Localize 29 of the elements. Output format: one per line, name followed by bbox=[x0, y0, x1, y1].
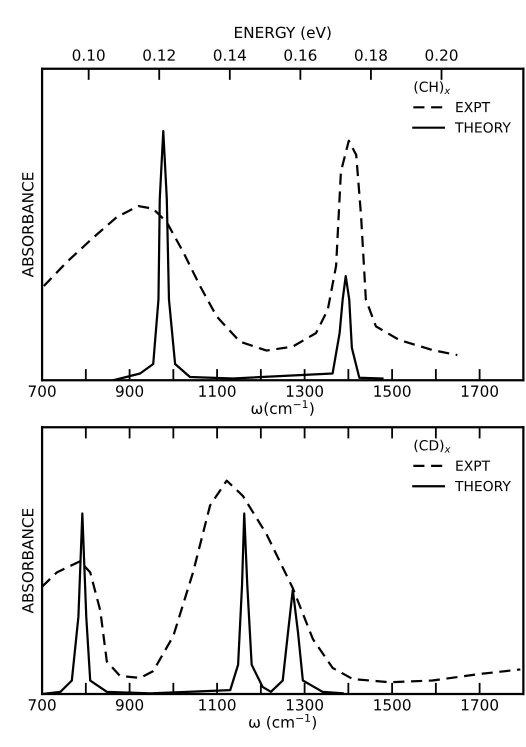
legend-label: THEORY bbox=[454, 480, 511, 492]
x2-tick-label: 0.16 bbox=[284, 49, 316, 61]
x-tick-label: 1500 bbox=[374, 699, 411, 711]
legend-label: THEORY bbox=[454, 122, 511, 133]
x2-tick-label: 0.20 bbox=[426, 49, 458, 61]
x-axis-title: ω(cm$^{−1}$) bbox=[251, 400, 314, 416]
legend-label: EXPT bbox=[456, 102, 490, 112]
x-tick-label: 1700 bbox=[462, 385, 498, 397]
x-tick-label: 1300 bbox=[286, 385, 324, 397]
y-axis-title: ABSORBANCE bbox=[22, 172, 34, 278]
x-tick-label: 1700 bbox=[462, 699, 498, 711]
x2-axis-title: ENERGY (eV) bbox=[235, 26, 331, 40]
x-tick-label: 700 bbox=[28, 699, 56, 711]
legend-label: EXPT bbox=[456, 460, 490, 471]
x-tick-label: 1300 bbox=[286, 699, 324, 711]
legend-title: (CH)$_{x}$ bbox=[414, 81, 450, 94]
x2-tick-label: 0.14 bbox=[214, 49, 246, 61]
x2-tick-label: 0.18 bbox=[354, 49, 387, 61]
x2-tick-label: 0.10 bbox=[72, 49, 105, 61]
x-axis-title: ω (cm$^{−1}$) bbox=[249, 714, 316, 730]
x-tick-label: 900 bbox=[116, 699, 144, 711]
x-tick-label: 1100 bbox=[199, 385, 236, 397]
x-tick-label: 1500 bbox=[374, 385, 411, 397]
legend-title: (CD)$_{x}$ bbox=[414, 440, 451, 453]
x-tick-label: 900 bbox=[116, 385, 144, 397]
x2-tick-label: 0.12 bbox=[143, 49, 175, 61]
x-tick-label: 1100 bbox=[199, 699, 236, 711]
y-axis-title: ABSORBANCE bbox=[22, 508, 34, 614]
x-tick-label: 700 bbox=[28, 385, 56, 397]
